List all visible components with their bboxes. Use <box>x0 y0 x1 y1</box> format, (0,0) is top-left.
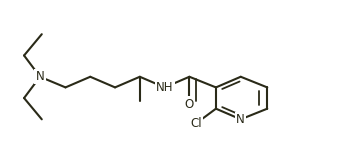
Text: NH: NH <box>156 81 173 94</box>
Text: Cl: Cl <box>191 117 202 130</box>
Text: N: N <box>36 70 44 83</box>
Text: N: N <box>236 113 245 126</box>
Text: O: O <box>185 98 194 111</box>
